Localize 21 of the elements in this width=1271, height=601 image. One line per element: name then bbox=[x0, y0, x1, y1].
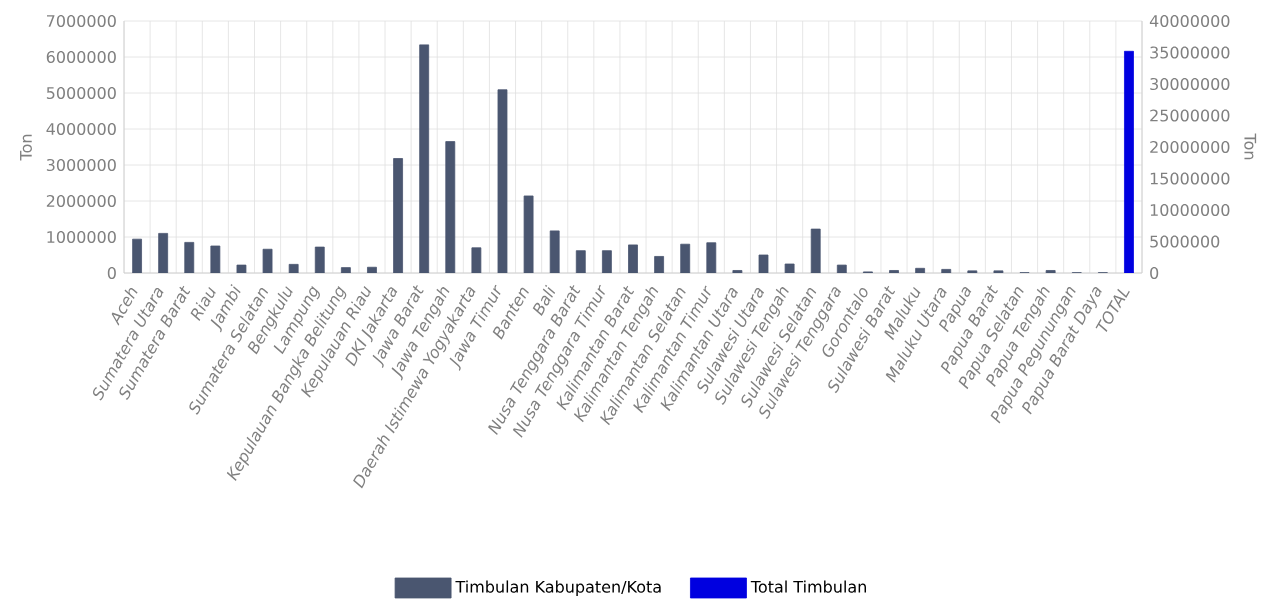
y2-axis-title: Ton bbox=[1244, 133, 1257, 160]
y-tick-label: 5000000 bbox=[46, 86, 116, 100]
y-axis-title: Ton bbox=[20, 134, 32, 161]
y2-tick-label: 0 bbox=[1150, 266, 1159, 280]
y-tick-label: 3000000 bbox=[46, 158, 116, 172]
y2-tick-label: 35000000 bbox=[1150, 46, 1230, 59]
legend-label: Timbulan Kabupaten/Kota bbox=[455, 580, 661, 596]
y-tick-label: 6000000 bbox=[46, 50, 116, 64]
y2-tick-label: 5000000 bbox=[1150, 235, 1220, 248]
y2-tick-label: 25000000 bbox=[1150, 109, 1230, 122]
legend-label: Total Timbulan bbox=[750, 580, 866, 593]
y2-tick-label: 20000000 bbox=[1150, 140, 1230, 154]
y-tick-label: 2000000 bbox=[46, 194, 116, 208]
y-tick-label: 4000000 bbox=[46, 122, 116, 136]
y2-tick-label: 10000000 bbox=[1150, 203, 1230, 217]
y2-tick-label: 30000000 bbox=[1150, 77, 1230, 91]
y2-tick-label: 40000000 bbox=[1149, 14, 1230, 28]
y-tick-label: 7000000 bbox=[46, 14, 116, 28]
y-tick-label: 1000000 bbox=[47, 230, 116, 244]
y-tick-label: 0 bbox=[107, 266, 116, 280]
y2-tick-label: 15000000 bbox=[1150, 172, 1230, 185]
